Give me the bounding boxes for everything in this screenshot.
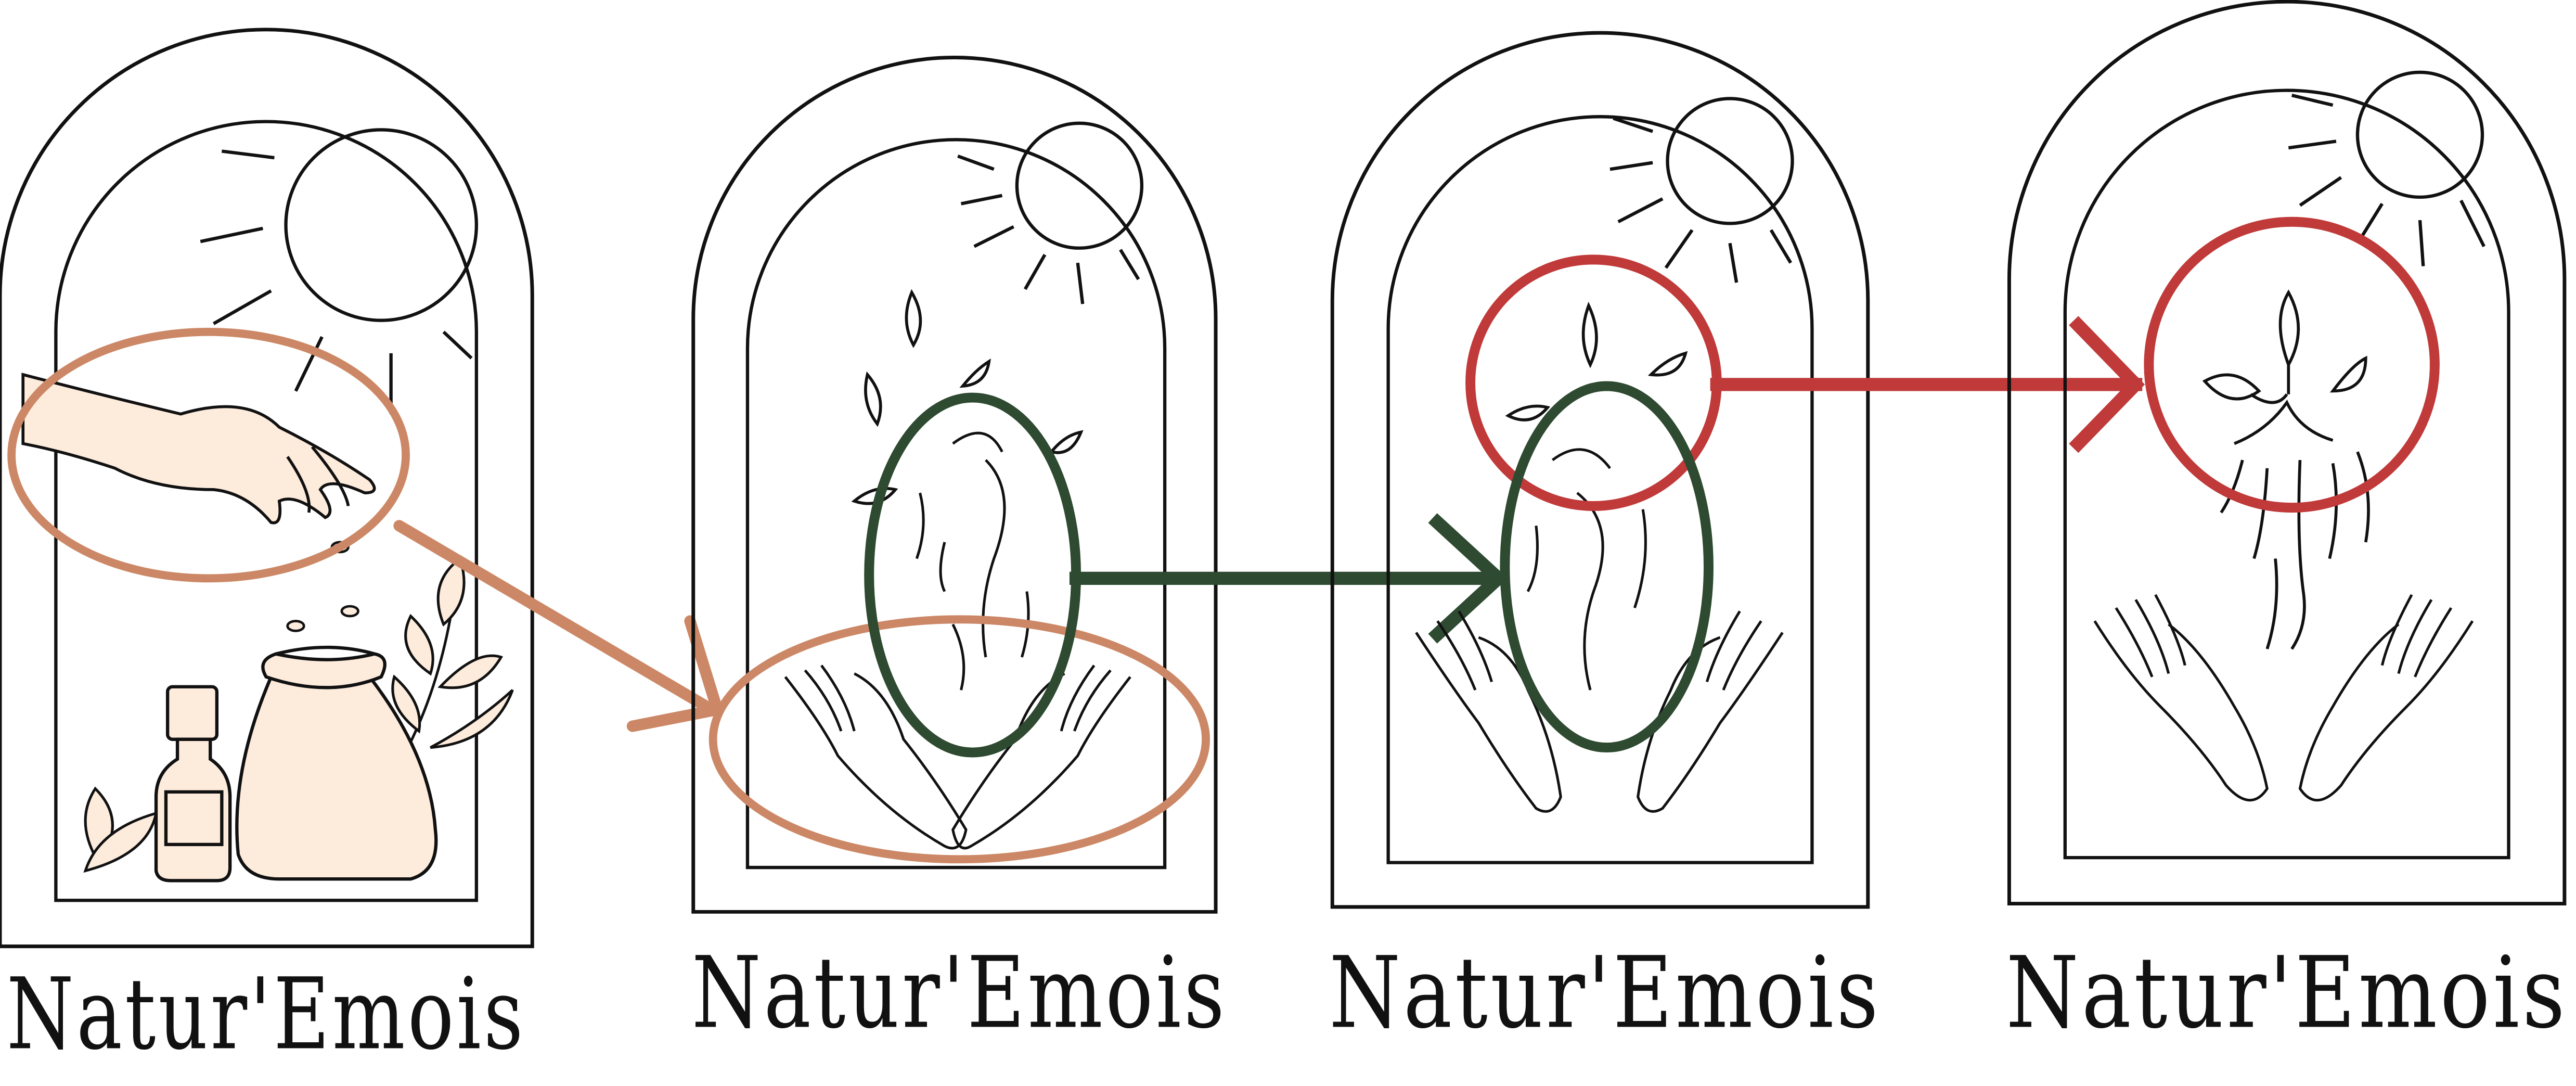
panel-2-outer-arch: [691, 56, 1218, 914]
sprout-icon: [2202, 289, 2370, 650]
seed-icon: [1505, 301, 1688, 421]
bottle-icon: [154, 685, 232, 883]
panel-3: Natur'Emois: [1329, 31, 1881, 1050]
panel-3-highlight-hands: [1500, 381, 1714, 753]
sun-icon: [1609, 97, 1794, 283]
sprout-icon: [1526, 448, 1647, 691]
panel-2-highlight-hands: [709, 615, 1210, 864]
panel-4-inner-arch: [2063, 88, 2510, 860]
panel-1-outer-arch: [0, 28, 534, 949]
open-hands-icon: [1415, 610, 1784, 813]
panel-2-brand: Natur'Emois: [692, 935, 1228, 1050]
hand-icon: [21, 373, 376, 525]
panel-3-brand: Natur'Emois: [1329, 935, 1881, 1050]
arrow-red: [1710, 316, 2145, 453]
panel-1-inner-arch: [54, 120, 479, 902]
sprout-icon: [915, 431, 1030, 691]
open-hands-icon: [784, 665, 1131, 850]
panel-4: Natur'Emois: [2006, 0, 2568, 1050]
panel-1-brand: Natur'Emois: [7, 956, 526, 1071]
panel-2: Natur'Emois: [691, 56, 1228, 1050]
open-hands-icon: [2093, 594, 2474, 802]
panel-2-highlight-seeds: [864, 392, 1081, 758]
sun-icon: [2288, 70, 2485, 266]
sun-icon: [957, 121, 1144, 304]
panel-4-highlight-sprout: [2144, 216, 2440, 513]
panel-1: Natur'Emois: [0, 28, 534, 1071]
seed-icon: [851, 289, 1084, 505]
arrow-green: [1069, 513, 1508, 644]
panel-3-outer-arch: [1330, 31, 1870, 909]
panel-4-outer-arch: [2007, 0, 2567, 906]
arrow-orange: [393, 520, 723, 732]
leaf-icon: [83, 556, 514, 873]
panel-2-inner-arch: [745, 138, 1167, 870]
panel-1-highlight-hand: [7, 327, 410, 583]
sun-icon: [200, 128, 479, 414]
panel-3-inner-arch: [1386, 115, 1814, 864]
panel-4-brand: Natur'Emois: [2006, 935, 2568, 1050]
seed-bag-icon: [235, 645, 438, 881]
